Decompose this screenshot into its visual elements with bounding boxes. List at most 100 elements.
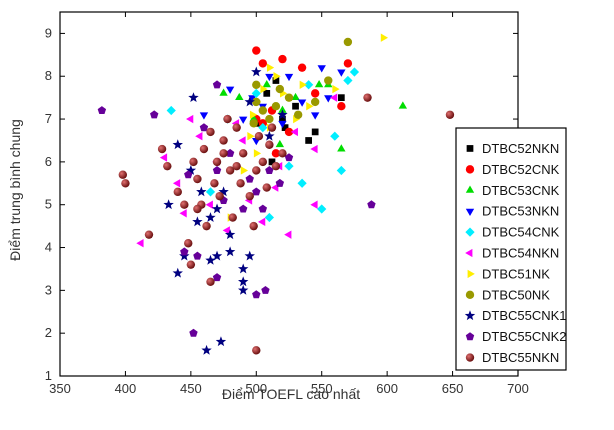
data-point-dtbc55cnk2 bbox=[97, 106, 107, 115]
y-tick-label: 5 bbox=[45, 197, 52, 212]
data-point-dtbc53cnk bbox=[275, 139, 285, 148]
data-point-dtbc55cnk1 bbox=[185, 164, 197, 175]
data-point-dtbc50nk bbox=[249, 119, 258, 128]
data-point-dtbc55cnk2 bbox=[265, 166, 274, 175]
y-axis-title: Điểm trung bình chung bbox=[7, 119, 23, 261]
legend-marker bbox=[466, 145, 474, 152]
data-point-dtbc52nkn bbox=[337, 94, 345, 102]
data-point-dtbc52cnk bbox=[343, 59, 353, 68]
data-point-dtbc55nkn bbox=[267, 123, 277, 132]
data-point-dtbc55cnk2 bbox=[212, 273, 222, 282]
data-point-dtbc55nkn bbox=[252, 166, 261, 175]
data-point-dtbc55cnk2 bbox=[184, 170, 193, 179]
data-point-dtbc54nkn bbox=[195, 132, 203, 141]
data-point-dtbc55nkn bbox=[262, 183, 271, 192]
data-point-dtbc53cnk bbox=[337, 144, 346, 152]
data-point-dtbc55cnk1 bbox=[224, 229, 236, 240]
legend-label: DTBC55NKN bbox=[482, 350, 559, 365]
data-point-dtbc55nkn bbox=[163, 161, 172, 171]
data-point-dtbc52cnk bbox=[271, 149, 281, 158]
data-point-dtbc54cnk bbox=[343, 75, 353, 86]
data-point-dtbc53nkn bbox=[239, 116, 248, 124]
data-point-dtbc52cnk bbox=[258, 59, 268, 68]
data-point-dtbc54nkn bbox=[172, 179, 181, 188]
data-point-dtbc50nk bbox=[284, 93, 294, 102]
data-point-dtbc51nk bbox=[260, 84, 268, 94]
x-axis-title: Điểm TOEFL cao nhất bbox=[222, 386, 360, 402]
data-point-dtbc53cnk bbox=[398, 101, 408, 109]
data-point-dtbc53cnk bbox=[314, 79, 324, 88]
data-point-dtbc55cnk2 bbox=[261, 285, 270, 294]
data-point-dtbc55nkn bbox=[210, 179, 219, 188]
y-tick-label: 8 bbox=[45, 68, 52, 83]
legend: DTBC52NKN DTBC52CNK DTBC53CNK DTBC53NKN DTBC… bbox=[455, 127, 567, 371]
data-point-dtbc55nkn bbox=[199, 144, 209, 154]
data-point-dtbc55nkn bbox=[219, 149, 228, 158]
data-point-dtbc54nkn bbox=[258, 217, 266, 227]
x-tick-label: 400 bbox=[115, 381, 137, 396]
data-point-dtbc55nkn bbox=[144, 230, 154, 239]
data-point-dtbc55nkn bbox=[212, 157, 222, 167]
data-point-dtbc55cnk2 bbox=[193, 251, 202, 260]
y-tick-label: 6 bbox=[45, 154, 52, 169]
data-point-dtbc55nkn bbox=[232, 161, 241, 171]
data-point-dtbc54nkn bbox=[179, 209, 187, 218]
data-point-dtbc55cnk1 bbox=[196, 186, 207, 197]
data-point-dtbc55cnk2 bbox=[252, 187, 261, 196]
data-point-dtbc55cnk1 bbox=[238, 276, 249, 287]
data-point-dtbc52cnk bbox=[284, 127, 294, 137]
legend-label: DTBC55CNK1 bbox=[482, 308, 567, 323]
x-tick-label: 450 bbox=[180, 381, 202, 396]
legend-label: DTBC54NKN bbox=[482, 246, 559, 261]
legend-marker bbox=[465, 290, 475, 300]
data-point-dtbc55cnk2 bbox=[180, 247, 189, 256]
data-point-dtbc52nkn bbox=[263, 90, 271, 97]
data-point-dtbc55nkn bbox=[265, 140, 274, 149]
data-point-dtbc55nkn bbox=[189, 157, 198, 167]
data-point-dtbc55cnk1 bbox=[251, 66, 262, 77]
data-point-dtbc54nkn bbox=[329, 93, 338, 102]
data-point-dtbc55nkn bbox=[206, 277, 215, 286]
legend-marker bbox=[465, 208, 475, 217]
data-point-dtbc55nkn bbox=[118, 170, 128, 179]
data-point-dtbc54cnk bbox=[264, 212, 274, 223]
data-point-dtbc55cnk1 bbox=[244, 250, 255, 261]
data-point-dtbc55nkn bbox=[180, 200, 189, 209]
data-point-dtbc54nkn bbox=[310, 144, 318, 154]
data-point-dtbc52nkn bbox=[279, 115, 286, 123]
data-point-dtbc55cnk1 bbox=[218, 186, 229, 197]
legend-label: DTBC51NK bbox=[482, 266, 550, 281]
data-point-dtbc53nkn bbox=[324, 95, 333, 103]
data-point-dtbc52cnk bbox=[297, 63, 307, 72]
data-point-dtbc53nkn bbox=[278, 120, 287, 129]
data-point-dtbc55nkn bbox=[206, 127, 215, 137]
legend-marker bbox=[465, 165, 475, 174]
data-point-dtbc55cnk2 bbox=[212, 80, 222, 89]
legend-marker bbox=[465, 353, 475, 362]
data-point-dtbc54cnk bbox=[349, 67, 360, 77]
data-point-dtbc55cnk1 bbox=[224, 246, 236, 257]
series-dtbc55cnk1 bbox=[163, 66, 288, 355]
series-dtbc54cnk bbox=[166, 67, 360, 223]
data-point-dtbc55nkn bbox=[249, 221, 258, 231]
data-point-dtbc55nkn bbox=[219, 136, 228, 145]
data-point-dtbc51nk bbox=[332, 84, 340, 94]
data-point-dtbc55nkn bbox=[445, 110, 455, 119]
y-tick-label: 1 bbox=[45, 368, 52, 383]
data-point-dtbc55cnk1 bbox=[172, 267, 183, 278]
data-point-dtbc50nk bbox=[271, 102, 281, 111]
legend-label: DTBC52NKN bbox=[482, 141, 559, 156]
data-point-dtbc54cnk bbox=[284, 161, 294, 171]
series-dtbc55nkn bbox=[118, 93, 455, 355]
data-point-dtbc51nk bbox=[266, 63, 275, 72]
data-point-dtbc54cnk bbox=[205, 187, 216, 197]
data-point-dtbc50nk bbox=[258, 106, 268, 115]
data-point-dtbc55nkn bbox=[157, 144, 167, 154]
data-point-dtbc53nkn bbox=[310, 112, 320, 120]
data-point-dtbc55nkn bbox=[239, 149, 248, 158]
data-point-dtbc53nkn bbox=[265, 73, 274, 82]
series-dtbc50nk bbox=[249, 37, 353, 128]
data-point-dtbc53cnk bbox=[278, 105, 287, 113]
data-point-dtbc54nkn bbox=[290, 127, 298, 137]
